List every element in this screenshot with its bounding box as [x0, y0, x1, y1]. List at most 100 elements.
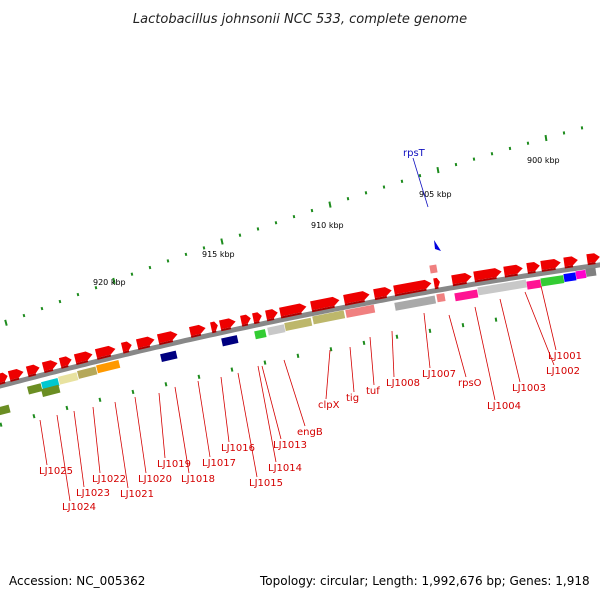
scale-tick: [58, 299, 62, 304]
gene-arrow-shadow: [587, 262, 596, 266]
gene-label-lj1015: LJ1015: [249, 478, 283, 489]
gene-arrow-shadow: [564, 265, 574, 269]
gene-arrow: [393, 279, 432, 295]
gene-arrow-shadow: [97, 354, 112, 360]
gene-arrow-shadow: [0, 381, 6, 385]
gene-label-lj1017: LJ1017: [202, 458, 236, 469]
category-bar: [540, 275, 565, 287]
gene-arrow-shadow: [138, 345, 151, 351]
category-bar: [284, 317, 313, 332]
leader-line: [499, 298, 521, 383]
leader-line: [257, 365, 277, 463]
gene-arrow-shadow: [452, 281, 467, 287]
scale-tick: [256, 227, 260, 231]
label-leader-lines: [39, 285, 557, 502]
gene-arrow-shadow: [28, 373, 37, 378]
category-bar: [563, 272, 577, 283]
scale-tick: [328, 201, 332, 208]
gene-label-lj1025: LJ1025: [39, 466, 73, 477]
scale-tick: [526, 141, 530, 145]
category-bar: [96, 359, 121, 374]
category-bar: [526, 279, 542, 290]
category-bar: [41, 377, 60, 390]
rpst-feature: [429, 264, 438, 274]
leader-line: [448, 314, 467, 378]
scale-tick: [98, 397, 102, 402]
leader-line: [73, 410, 85, 488]
category-bar: [312, 310, 346, 325]
gene-arrow-shadow: [241, 323, 249, 327]
gene-arrow-shadow: [253, 321, 260, 325]
leader-line: [39, 419, 48, 466]
gene-arrow: [563, 256, 578, 267]
gene-label-lj1022: LJ1022: [92, 474, 126, 485]
scale-label-915: 915 kbp: [202, 250, 235, 259]
leader-line: [56, 414, 71, 502]
scale-tick: [32, 414, 36, 419]
gene-label-lj1014: LJ1014: [268, 463, 302, 474]
category-bar: [254, 329, 267, 340]
gene-arrow: [540, 258, 561, 270]
scale-tick: [382, 185, 386, 189]
gene-label-tuf: tuf: [366, 386, 380, 397]
leader-line: [92, 406, 101, 474]
genome-info-text: Topology: circular; Length: 1,992,676 bp…: [260, 574, 590, 588]
rpst-leader-line: [412, 157, 429, 208]
gene-label-lj1004: LJ1004: [487, 401, 521, 412]
gene-arrow-shadow: [344, 300, 365, 306]
gene-label-lj1018: LJ1018: [181, 474, 215, 485]
scale-tick: [65, 405, 69, 411]
category-bar: [267, 324, 286, 336]
rpst-marker-icon: [434, 240, 441, 251]
gene-arrow: [473, 268, 502, 281]
gene-label-lj1007: LJ1007: [422, 369, 456, 380]
scale-tick: [184, 252, 188, 257]
category-bar: [0, 404, 11, 416]
scale-tick: [508, 146, 512, 151]
gene-label-lj1020: LJ1020: [138, 474, 172, 485]
gene-arrow: [156, 331, 178, 344]
leader-line: [325, 349, 331, 400]
scale-tick: [166, 259, 170, 263]
rpst-label: rpsT: [403, 148, 426, 159]
gene-label-lj1001: LJ1001: [548, 351, 582, 362]
gene-arrow-shadow: [311, 305, 335, 313]
scale-tick: [362, 340, 366, 346]
category-bar: [575, 269, 587, 280]
gene-arrow: [7, 368, 24, 380]
gene-label-lj1023: LJ1023: [76, 488, 110, 499]
gene-label-lj1003: LJ1003: [512, 383, 546, 394]
category-bar: [394, 295, 437, 311]
scale-tick: [220, 238, 224, 245]
scale-label-900: 900 kbp: [527, 156, 560, 165]
gene-arrow-shadow: [211, 330, 217, 334]
gene-arrow-shadow: [159, 340, 174, 346]
scale-tick: [292, 214, 296, 219]
category-bar: [585, 267, 597, 277]
category-bar: [477, 279, 527, 296]
gene-arrow-shadow: [10, 377, 20, 382]
gene-arrow: [219, 318, 236, 330]
gene-arrow: [0, 372, 8, 383]
gene-label-rpso: rpsO: [458, 378, 482, 389]
scale-tick: [76, 292, 80, 297]
scale-tick: [395, 334, 399, 339]
category-bar: [41, 384, 61, 397]
scale-tick: [148, 265, 152, 270]
scale-tick: [230, 367, 234, 372]
scale-tick: [494, 317, 498, 322]
leader-line: [220, 376, 230, 443]
leader-line: [114, 401, 129, 489]
leader-line: [423, 312, 431, 369]
gene-arrow: [279, 303, 307, 317]
gene-arrow: [41, 360, 58, 372]
gene-arrow: [189, 324, 206, 336]
gene-label-clpx: clpX: [318, 400, 340, 411]
scale-tick: [436, 166, 440, 174]
scale-tick: [296, 353, 300, 358]
category-bar: [58, 372, 79, 385]
category-bar: [160, 350, 178, 363]
category-bar: [26, 383, 43, 395]
